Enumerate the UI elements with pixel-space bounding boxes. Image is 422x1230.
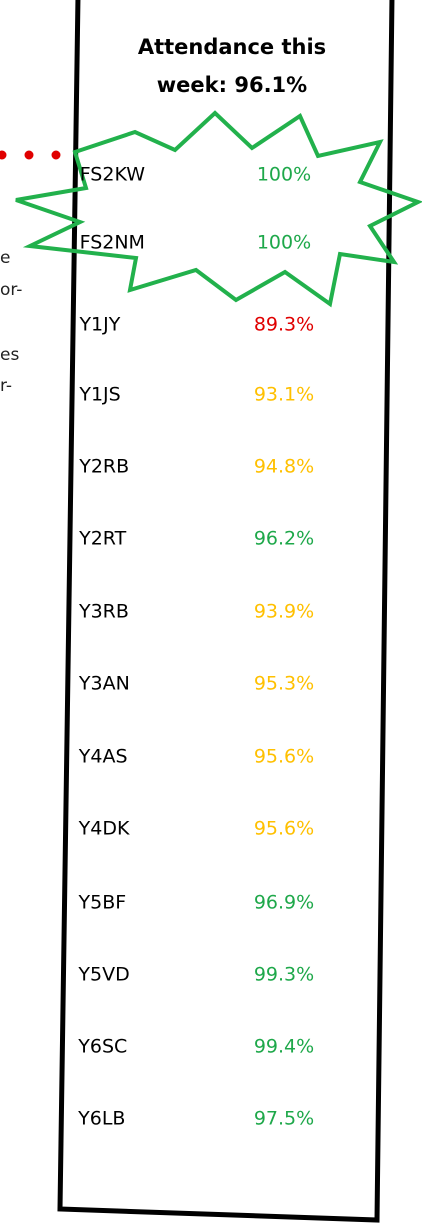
attendance-value: 93.1%: [254, 384, 314, 406]
class-name: Y3AN: [78, 673, 130, 695]
attendance-value: 96.2%: [254, 528, 314, 550]
class-name: Y5VD: [77, 964, 129, 986]
class-name: Y2RT: [78, 528, 127, 550]
side-text-fragment: or-: [0, 280, 22, 300]
class-name: FS2KW: [80, 164, 146, 186]
attendance-value: 93.9%: [254, 601, 314, 623]
class-name: Y3RB: [78, 601, 129, 623]
title-line: week: 96.1%: [157, 73, 307, 97]
attendance-value: 89.3%: [254, 314, 314, 336]
side-text-fragment: es: [0, 345, 19, 365]
attendance-value: 97.5%: [254, 1108, 314, 1130]
attendance-value: 100%: [257, 164, 311, 186]
attendance-value: 99.4%: [254, 1036, 314, 1058]
title-line: Attendance this: [138, 35, 326, 59]
class-name: Y6LB: [77, 1108, 125, 1130]
attendance-value: 94.8%: [254, 456, 314, 478]
page: {"title": ["Attendance this", "week: 96.…: [0, 0, 422, 1226]
document: Attendance this week: 96.1% e or-es r- FS2K…: [0, 0, 422, 1226]
attendance-value: 95.6%: [254, 818, 314, 840]
side-text-fragment: e: [0, 248, 10, 268]
side-text-fragment: r-: [0, 376, 12, 396]
attendance-value: 99.3%: [254, 964, 314, 986]
attendance-value: 100%: [257, 232, 311, 254]
class-name: Y6SC: [77, 1036, 127, 1058]
class-name: Y5BF: [78, 892, 127, 914]
class-name: Y4AS: [78, 746, 128, 768]
class-name: Y1JY: [78, 314, 120, 336]
class-name: Y1JS: [78, 384, 120, 406]
attendance-value: 95.6%: [254, 746, 314, 768]
class-name: Y2RB: [78, 456, 129, 478]
attendance-value: 95.3%: [254, 673, 314, 695]
attendance-value: 96.9%: [254, 892, 314, 914]
class-name: FS2NM: [80, 232, 145, 254]
class-name: Y4DK: [78, 818, 130, 840]
